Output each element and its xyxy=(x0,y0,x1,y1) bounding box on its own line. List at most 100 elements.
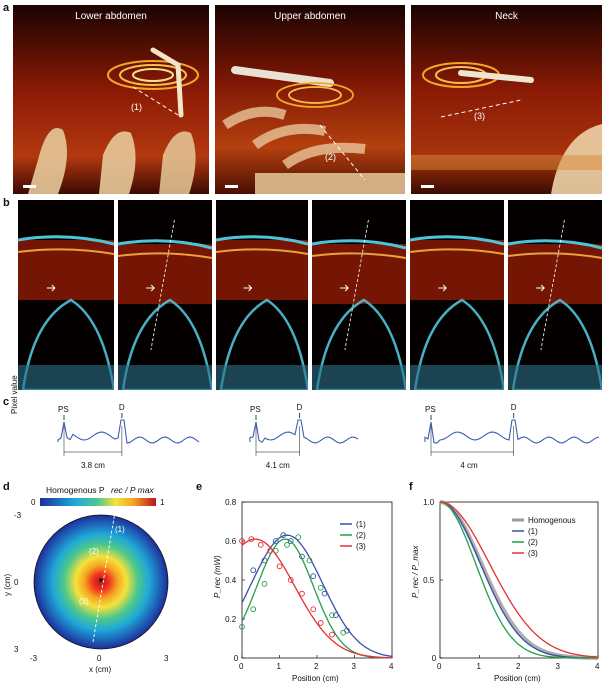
x-axis-label: x (cm) xyxy=(89,665,112,674)
organ-outline xyxy=(413,298,504,390)
chart-e-line: 0 1 2 3 4 0 0.2 0.4 0.6 0.8 Position (cm) P_rec (mW… xyxy=(213,498,394,683)
d-label: D xyxy=(119,403,125,412)
series-line xyxy=(439,501,599,658)
colorbar-min: 0 xyxy=(31,498,36,507)
legend-label: (1) xyxy=(356,520,366,529)
bone-region xyxy=(410,365,504,390)
data-point xyxy=(310,573,317,579)
trace-line xyxy=(57,419,200,444)
skin-surface xyxy=(18,235,114,246)
ps-label: PS xyxy=(58,405,69,414)
path-line xyxy=(92,511,116,643)
cross-section-tile xyxy=(118,200,212,390)
data-point xyxy=(239,623,245,630)
tile-title-upper-abdomen: Upper abdomen xyxy=(274,11,346,22)
y-axis-label: P_rec / P_max xyxy=(411,545,420,598)
data-point xyxy=(267,547,273,554)
tile-title-neck: Neck xyxy=(495,11,518,22)
data-point xyxy=(310,606,317,613)
organ-outline xyxy=(121,298,212,390)
d-label: D xyxy=(297,403,303,412)
scale-bar xyxy=(23,185,36,188)
panel-label-c: c xyxy=(3,396,10,408)
data-point xyxy=(280,532,287,539)
arrow-marker xyxy=(146,284,155,292)
fat-layer xyxy=(410,248,504,255)
tile-title-lower-abdomen: Lower abdomen xyxy=(75,11,147,22)
x-axis-label: Position (cm) xyxy=(292,674,339,683)
data-point xyxy=(317,620,324,626)
x-tick-label: 2 xyxy=(314,662,319,671)
data-point xyxy=(284,542,290,548)
y-tick-label: 0.6 xyxy=(225,537,237,546)
data-point xyxy=(261,581,268,587)
x-tick-label: 2 xyxy=(516,662,521,671)
y-tick-label: 3 xyxy=(14,645,19,654)
render-neck-image xyxy=(411,5,602,194)
render-upper-abdomen-image xyxy=(215,5,405,194)
pixel-traces: PS D 3.8 cm PS D 4.1 cm PS D 4 cm xyxy=(57,403,600,470)
data-point xyxy=(340,629,347,636)
fit-line xyxy=(241,538,392,659)
panel-label-a: a xyxy=(3,2,10,14)
cross-section-row xyxy=(0,198,605,390)
path-label: (2) xyxy=(89,547,99,556)
legend-label: (1) xyxy=(528,527,538,536)
cross-section-tile xyxy=(312,200,406,390)
data-point xyxy=(248,536,255,542)
skin-surface xyxy=(216,235,308,246)
bone-region xyxy=(312,365,406,390)
panel-label-f: f xyxy=(409,481,413,493)
x-tick-label: 4 xyxy=(595,662,600,671)
render-neck: (3) Neck xyxy=(411,5,602,194)
data-point xyxy=(299,590,305,597)
data-point xyxy=(329,631,335,638)
path-label-3: (3) xyxy=(474,111,485,121)
skin-surface xyxy=(508,239,602,250)
legend-label: (3) xyxy=(356,542,366,551)
organ-outline xyxy=(511,298,602,390)
path-label: (1) xyxy=(115,525,125,534)
skin-surface xyxy=(410,235,504,246)
path-line xyxy=(150,219,175,351)
render-lower-abdomen-image xyxy=(13,5,209,194)
colorbar-title: Homogenous P xyxy=(46,485,105,495)
cross-section-tile xyxy=(216,200,308,390)
skin-surface xyxy=(312,239,406,250)
trace-line xyxy=(249,419,359,444)
panel-label-b: b xyxy=(3,197,10,209)
distance-label: 4.1 cm xyxy=(266,461,290,470)
panel-label-d: d xyxy=(3,481,10,493)
path-label: (3) xyxy=(79,597,89,606)
path-line xyxy=(344,219,369,351)
fat-layer xyxy=(216,248,308,255)
x-tick-label: 4 xyxy=(389,662,394,671)
y-tick-label: 0 xyxy=(14,578,19,587)
colorbar-title-sub: rec / P max xyxy=(111,485,154,495)
chart-d-heatmap: Homogenous P rec / P max 0 1 -3 0 3 -3 0 3 x (cm) y… xyxy=(3,485,169,674)
arrow-marker xyxy=(340,284,349,292)
x-axis-label: Position (cm) xyxy=(494,674,541,683)
cross-section-tile xyxy=(508,200,602,390)
organ-outline xyxy=(219,298,308,390)
arrow-marker xyxy=(46,284,56,292)
skin-surface xyxy=(118,239,212,250)
bone-region xyxy=(18,365,114,390)
data-point xyxy=(329,612,335,618)
x-tick-label: 0 xyxy=(97,654,102,663)
organ-outline xyxy=(315,298,406,390)
bone-region xyxy=(118,365,212,390)
bone-region xyxy=(508,365,602,390)
x-tick-label: 0 xyxy=(437,662,442,671)
ps-label: PS xyxy=(425,405,436,414)
colorbar-max: 1 xyxy=(160,498,165,507)
scale-bar xyxy=(421,185,434,188)
cross-section-tile xyxy=(18,200,114,390)
heatmap-disk xyxy=(33,514,169,650)
y-axis-label: P_rec (mW) xyxy=(213,555,222,598)
y-tick-label: 1.0 xyxy=(423,498,435,507)
data-point xyxy=(317,584,324,591)
y-tick-label: 0 xyxy=(432,654,437,663)
organ-outline xyxy=(21,298,114,390)
data-point xyxy=(239,538,245,544)
